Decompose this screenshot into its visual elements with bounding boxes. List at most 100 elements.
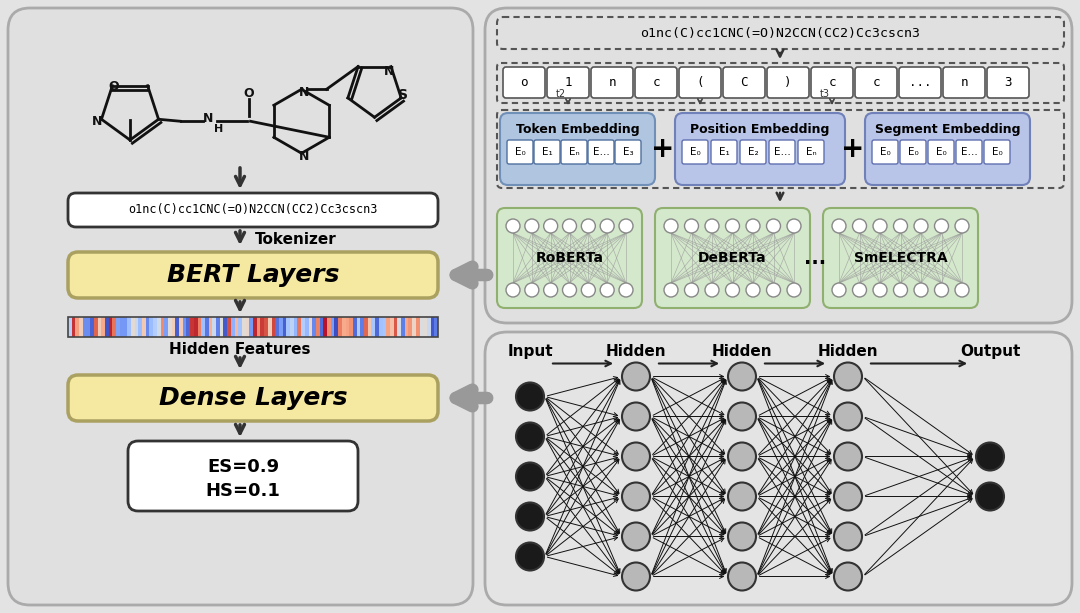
Bar <box>279 317 283 337</box>
FancyBboxPatch shape <box>8 8 473 605</box>
Bar <box>294 317 297 337</box>
Text: O: O <box>108 80 119 93</box>
Circle shape <box>516 462 544 490</box>
Circle shape <box>934 283 948 297</box>
Circle shape <box>976 443 1004 471</box>
Text: ): ) <box>784 76 792 89</box>
Text: Dense Layers: Dense Layers <box>159 386 348 410</box>
Text: E₁: E₁ <box>718 147 729 157</box>
FancyBboxPatch shape <box>956 140 982 164</box>
Bar <box>361 317 364 337</box>
Text: +: + <box>841 135 865 163</box>
Text: Hidden: Hidden <box>606 344 666 359</box>
Text: ...: ... <box>804 248 826 267</box>
Circle shape <box>705 219 719 233</box>
Text: c: c <box>652 76 660 89</box>
Circle shape <box>746 283 760 297</box>
Circle shape <box>622 403 650 430</box>
FancyBboxPatch shape <box>769 140 795 164</box>
Text: Eₙ: Eₙ <box>806 147 816 157</box>
Bar <box>249 317 253 337</box>
Text: E…: E… <box>593 147 609 157</box>
Text: ES=0.9: ES=0.9 <box>207 458 279 476</box>
Text: E₁: E₁ <box>542 147 552 157</box>
Bar <box>141 317 146 337</box>
Text: O: O <box>243 87 254 100</box>
Bar <box>71 317 76 337</box>
Circle shape <box>873 219 887 233</box>
Circle shape <box>619 219 633 233</box>
Text: E₃: E₃ <box>623 147 633 157</box>
Bar <box>253 317 257 337</box>
FancyBboxPatch shape <box>681 140 708 164</box>
Text: C: C <box>740 76 747 89</box>
Bar <box>323 317 327 337</box>
Bar <box>105 317 109 337</box>
Text: BERT Layers: BERT Layers <box>166 263 339 287</box>
Bar <box>338 317 341 337</box>
Text: (: ( <box>697 76 704 89</box>
FancyBboxPatch shape <box>723 67 765 98</box>
Text: 1: 1 <box>564 76 571 89</box>
Text: E₂: E₂ <box>747 147 758 157</box>
Circle shape <box>516 543 544 571</box>
Circle shape <box>955 283 969 297</box>
Bar <box>175 317 179 337</box>
Circle shape <box>976 482 1004 511</box>
Bar <box>79 317 83 337</box>
Bar <box>242 317 245 337</box>
FancyBboxPatch shape <box>591 67 633 98</box>
Circle shape <box>600 219 615 233</box>
Bar <box>190 317 193 337</box>
Text: DeBERTa: DeBERTa <box>698 251 767 265</box>
Circle shape <box>852 283 866 297</box>
Circle shape <box>728 522 756 550</box>
Text: Hidden: Hidden <box>818 344 878 359</box>
Text: t2: t2 <box>556 89 566 99</box>
Circle shape <box>787 283 801 297</box>
Circle shape <box>622 563 650 590</box>
Bar <box>356 317 361 337</box>
Text: E₀: E₀ <box>991 147 1002 157</box>
Bar <box>364 317 367 337</box>
Bar <box>149 317 153 337</box>
Bar <box>427 317 431 337</box>
Text: o1nc(C)cc1CNC(=O)N2CCN(CC2)Cc3cscn3: o1nc(C)cc1CNC(=O)N2CCN(CC2)Cc3cscn3 <box>129 204 378 216</box>
Circle shape <box>543 219 557 233</box>
Circle shape <box>543 283 557 297</box>
Circle shape <box>934 219 948 233</box>
Bar <box>231 317 234 337</box>
Text: N: N <box>92 115 103 128</box>
Bar <box>161 317 164 337</box>
Bar <box>117 317 120 337</box>
Bar <box>68 317 71 337</box>
Text: E₀: E₀ <box>879 147 890 157</box>
FancyBboxPatch shape <box>675 113 845 185</box>
FancyBboxPatch shape <box>68 193 438 227</box>
Bar <box>179 317 183 337</box>
Bar <box>397 317 401 337</box>
Bar <box>120 317 123 337</box>
Text: RoBERTa: RoBERTa <box>536 251 604 265</box>
Circle shape <box>852 219 866 233</box>
Text: H: H <box>214 124 224 134</box>
Circle shape <box>767 219 781 233</box>
Circle shape <box>507 219 519 233</box>
Circle shape <box>507 283 519 297</box>
Bar <box>405 317 408 337</box>
Text: Hidden Features: Hidden Features <box>170 343 311 357</box>
FancyBboxPatch shape <box>823 208 978 308</box>
Bar <box>219 317 224 337</box>
Bar <box>201 317 205 337</box>
FancyBboxPatch shape <box>534 140 561 164</box>
FancyBboxPatch shape <box>711 140 737 164</box>
FancyBboxPatch shape <box>943 67 985 98</box>
FancyBboxPatch shape <box>68 375 438 421</box>
Text: n: n <box>608 76 616 89</box>
Bar <box>127 317 131 337</box>
Bar <box>349 317 353 337</box>
FancyBboxPatch shape <box>129 441 357 511</box>
Bar <box>379 317 382 337</box>
Bar <box>86 317 91 337</box>
Text: E₀: E₀ <box>515 147 525 157</box>
